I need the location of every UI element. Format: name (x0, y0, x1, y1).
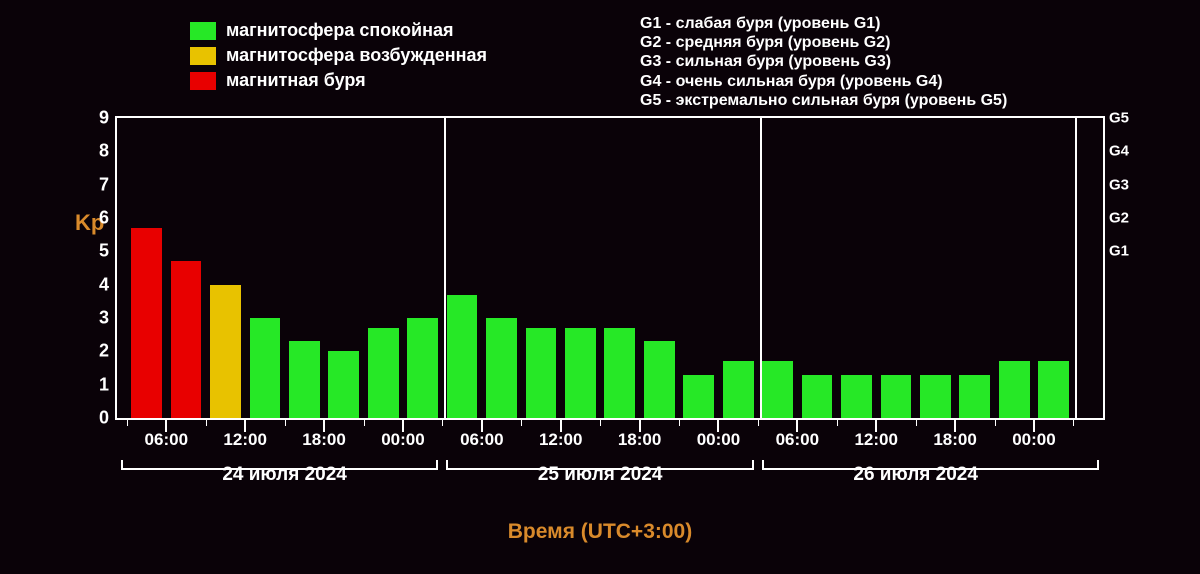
x-minor-tick (1073, 418, 1074, 426)
legend-label: магнитная буря (226, 70, 366, 91)
x-tick-label: 12:00 (223, 430, 266, 450)
x-minor-tick (600, 418, 601, 426)
y-tick-label: 7 (99, 174, 109, 195)
day-divider (444, 118, 446, 418)
chart-bar (368, 328, 399, 418)
x-minor-tick (995, 418, 996, 426)
x-minor-tick (364, 418, 365, 426)
chart-bar (526, 328, 557, 418)
chart-bar (841, 375, 872, 418)
chart-bar (407, 318, 438, 418)
x-minor-tick (442, 418, 443, 426)
chart-bar (210, 285, 241, 418)
chart-bar (683, 375, 714, 418)
chart-bar (131, 228, 162, 418)
legend-color: магнитосфера спокойная магнитосфера возбу… (190, 20, 487, 95)
chart-bar (959, 375, 990, 418)
chart-bar (999, 361, 1030, 418)
legend-g-levels: G1 - слабая буря (уровень G1)G2 - средня… (640, 14, 1007, 110)
chart-bar (604, 328, 635, 418)
legend-g-line: G3 - сильная буря (уровень G3) (640, 52, 1007, 71)
legend-swatch (190, 22, 216, 40)
y-tick-label: 9 (99, 108, 109, 129)
x-tick-label: 12:00 (854, 430, 897, 450)
x-tick-label: 12:00 (539, 430, 582, 450)
chart-bar (250, 318, 281, 418)
chart-container: магнитосфера спокойная магнитосфера возбу… (0, 0, 1200, 574)
g-level-label: G3 (1109, 176, 1129, 193)
date-brackets (115, 460, 1105, 490)
chart-bar (920, 375, 951, 418)
legend-g-line: G1 - слабая буря (уровень G1) (640, 14, 1007, 33)
g-level-label: G1 (1109, 243, 1129, 260)
x-tick-label: 06:00 (145, 430, 188, 450)
y-tick-label: 2 (99, 341, 109, 362)
day-divider (760, 118, 762, 418)
y-tick-label: 4 (99, 274, 109, 295)
x-tick-label: 00:00 (381, 430, 424, 450)
legend-g-line: G2 - средняя буря (уровень G2) (640, 33, 1007, 52)
chart-bar (289, 341, 320, 418)
legend-swatch (190, 72, 216, 90)
x-tick-label: 06:00 (776, 430, 819, 450)
chart-bar (762, 361, 793, 418)
y-tick-label: 1 (99, 374, 109, 395)
legend-item: магнитосфера возбужденная (190, 45, 487, 66)
x-tick-label: 18:00 (933, 430, 976, 450)
x-axis-title: Время (UTC+3:00) (0, 520, 1200, 544)
x-tick-label: 00:00 (1012, 430, 1055, 450)
chart-bar (1038, 361, 1069, 418)
x-minor-tick (758, 418, 759, 426)
legend-item: магнитосфера спокойная (190, 20, 487, 41)
x-minor-tick (206, 418, 207, 426)
x-minor-tick (285, 418, 286, 426)
date-bracket (446, 460, 754, 470)
g-level-label: G5 (1109, 110, 1129, 127)
legend-g-line: G5 - экстремально сильная буря (уровень … (640, 91, 1007, 110)
x-tick-label: 18:00 (302, 430, 345, 450)
x-tick-label: 18:00 (618, 430, 661, 450)
legend-item: магнитная буря (190, 70, 487, 91)
chart-bar (486, 318, 517, 418)
y-tick-label: 3 (99, 308, 109, 329)
legend-label: магнитосфера спокойная (226, 20, 454, 41)
chart-bar (328, 351, 359, 418)
date-bracket (121, 460, 438, 470)
day-divider (1075, 118, 1077, 418)
chart-bar (171, 261, 202, 418)
date-bracket (762, 460, 1099, 470)
x-minor-tick (916, 418, 917, 426)
legend-g-line: G4 - очень сильная буря (уровень G4) (640, 72, 1007, 91)
chart-bar (881, 375, 912, 418)
x-minor-tick (127, 418, 128, 426)
chart-bar (644, 341, 675, 418)
legend-label: магнитосфера возбужденная (226, 45, 487, 66)
chart-bar (565, 328, 596, 418)
y-tick-label: 8 (99, 141, 109, 162)
legend-swatch (190, 47, 216, 65)
g-level-label: G2 (1109, 210, 1129, 227)
y-tick-label: 0 (99, 408, 109, 429)
x-minor-tick (679, 418, 680, 426)
y-tick-label: 5 (99, 241, 109, 262)
x-tick-label: 06:00 (460, 430, 503, 450)
x-minor-tick (837, 418, 838, 426)
chart-bar (723, 361, 754, 418)
chart-bar (447, 295, 478, 418)
chart-bar (802, 375, 833, 418)
g-level-label: G4 (1109, 143, 1129, 160)
x-minor-tick (521, 418, 522, 426)
y-tick-label: 6 (99, 208, 109, 229)
x-tick-label: 00:00 (697, 430, 740, 450)
chart-plot-area: 0123456789G1G2G3G4G506:0012:0018:0000:00… (115, 116, 1105, 420)
